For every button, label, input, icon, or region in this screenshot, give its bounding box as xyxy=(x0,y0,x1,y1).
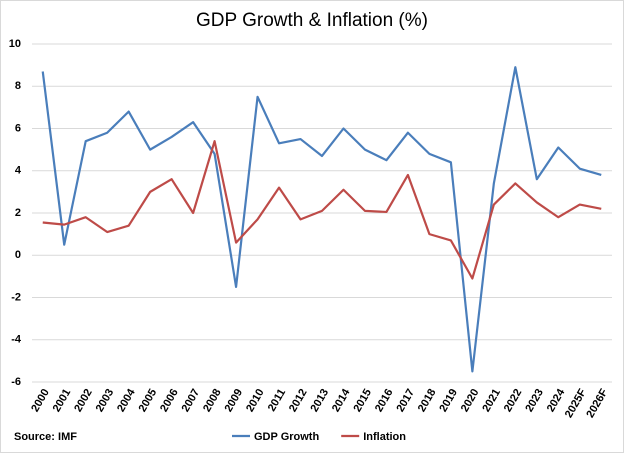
chart-title: GDP Growth & Inflation (%) xyxy=(196,10,428,31)
series-line xyxy=(42,140,602,280)
y-tick-label: 4 xyxy=(15,165,22,177)
y-tick-label: 10 xyxy=(9,38,21,50)
y-tick-label: -2 xyxy=(11,291,21,303)
y-tick-label: 6 xyxy=(15,122,21,134)
legend-label: Inflation xyxy=(363,431,406,443)
legend-label: GDP Growth xyxy=(254,431,319,443)
y-tick-label: 2 xyxy=(15,207,21,219)
series-line xyxy=(41,66,602,373)
y-tick-label: -6 xyxy=(11,376,21,388)
source-note: Source: IMF xyxy=(14,431,77,443)
y-tick-label: -4 xyxy=(11,334,22,346)
y-tick-label: 0 xyxy=(15,249,21,261)
y-tick-label: 8 xyxy=(15,80,21,92)
